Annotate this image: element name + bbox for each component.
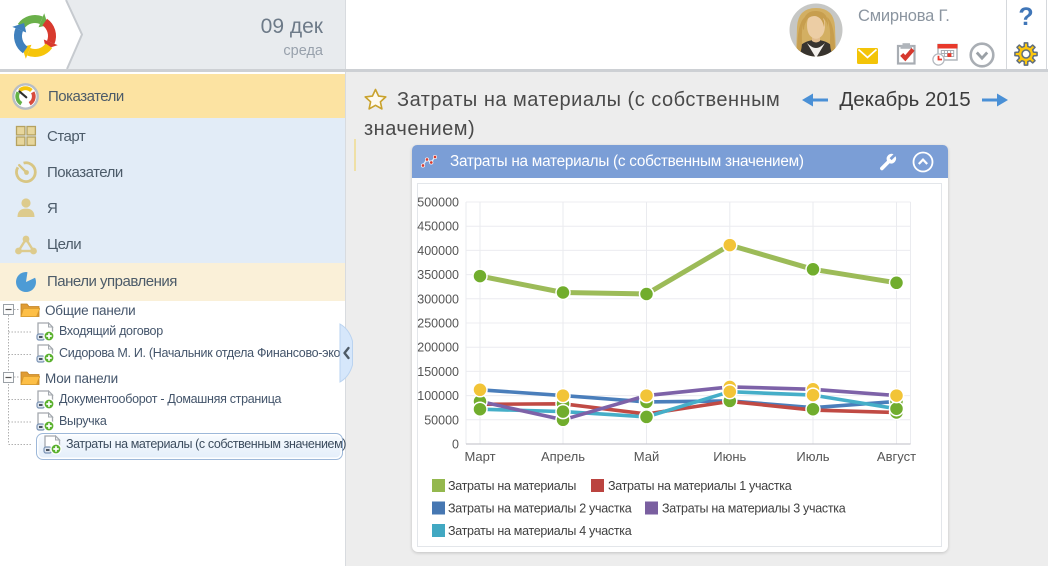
svg-text:Май: Май [634,449,659,464]
svg-text:150000: 150000 [417,365,459,379]
svg-text:Затраты на материалы 4 участка: Затраты на материалы 4 участка [448,524,632,538]
svg-text:Июнь: Июнь [713,449,746,464]
svg-text:350000: 350000 [417,268,459,282]
svg-text:Август: Август [877,449,916,464]
svg-text:Март: Март [464,449,495,464]
svg-text:Апрель: Апрель [541,449,585,464]
svg-text:Июль: Июль [796,449,829,464]
svg-text:50000: 50000 [424,413,459,427]
svg-text:Затраты на материалы: Затраты на материалы [448,479,576,493]
svg-text:Затраты на материалы 1 участка: Затраты на материалы 1 участка [608,479,792,493]
svg-text:500000: 500000 [417,196,459,210]
svg-text:250000: 250000 [417,317,459,331]
svg-text:300000: 300000 [417,292,459,306]
svg-text:Затраты на материалы 2 участка: Затраты на материалы 2 участка [448,502,632,516]
svg-text:Затраты на материалы 3 участка: Затраты на материалы 3 участка [662,502,846,516]
svg-text:0: 0 [452,438,459,452]
svg-text:450000: 450000 [417,220,459,234]
svg-text:100000: 100000 [417,389,459,403]
svg-text:400000: 400000 [417,244,459,258]
svg-text:200000: 200000 [417,341,459,355]
